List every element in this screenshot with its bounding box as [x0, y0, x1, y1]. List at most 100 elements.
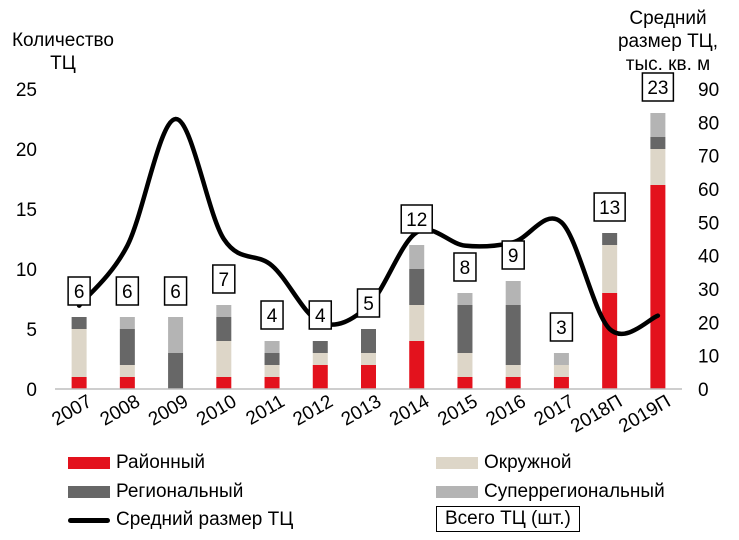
- bar-2007-series-2: [71, 317, 87, 329]
- y-tick-right-20: 20: [698, 313, 719, 334]
- total-box-2019П: [641, 72, 675, 102]
- bar-2019П-series-2: [650, 137, 666, 149]
- bar-2011-series-1: [264, 365, 280, 377]
- bar-2008-series-1: [119, 365, 135, 377]
- legend-item-superregional: Суперрегиональный: [436, 481, 665, 503]
- bar-2017-series-3: [553, 353, 569, 365]
- bar-2016-series-3: [505, 281, 521, 305]
- total-label-2011: 4: [267, 306, 278, 327]
- bar-2017-series-1: [553, 365, 569, 377]
- x-tick-2015: 2015: [434, 391, 481, 430]
- total-label-2014: 12: [406, 210, 427, 231]
- y-tick-right-30: 30: [698, 280, 719, 301]
- legend-item-avg-size: Средний размер ТЦ: [68, 509, 293, 531]
- total-label-2007: 6: [74, 282, 85, 303]
- total-label-2008: 6: [122, 282, 133, 303]
- legend-swatch-district: [68, 457, 110, 469]
- legend-label-total: Всего ТЦ (шт.): [436, 506, 580, 532]
- bar-2010-series-0: [216, 377, 232, 389]
- bar-2019П-series-0: [650, 185, 666, 389]
- total-label-2013: 5: [363, 294, 374, 315]
- y-axis-title-right: Средний размер ТЦ, тыс. кв. м: [617, 8, 719, 75]
- y-tick-left-20: 20: [16, 140, 37, 161]
- bar-2007-series-0: [71, 377, 87, 389]
- total-label-2009: 6: [170, 282, 181, 303]
- bar-2014-series-1: [409, 305, 425, 341]
- bar-2012-series-2: [312, 341, 328, 353]
- y-tick-right-0: 0: [698, 380, 709, 401]
- x-tick-2012: 2012: [290, 391, 337, 430]
- total-box-2011: [260, 300, 284, 330]
- legend-item-district: Районный: [68, 452, 205, 474]
- bar-2015-series-2: [457, 305, 473, 353]
- y-tick-right-90: 90: [698, 80, 719, 101]
- y-axis-title-left: Количество ТЦ: [11, 30, 115, 74]
- bar-2015-series-3: [457, 293, 473, 305]
- bar-2018П-series-0: [602, 293, 618, 389]
- bar-2019П-series-3: [650, 113, 666, 137]
- legend-swatch-regional: [68, 486, 110, 498]
- total-label-2018П: 13: [599, 198, 620, 219]
- y-tick-left-5: 5: [26, 320, 37, 341]
- x-tick-2016: 2016: [483, 391, 530, 430]
- total-box-2012: [308, 300, 333, 330]
- y-tick-right-80: 80: [698, 113, 719, 134]
- total-box-2018П: [593, 192, 626, 222]
- bar-2011-series-2: [264, 353, 280, 365]
- total-box-2010: [212, 264, 236, 294]
- legend-swatch-avg-size: [68, 517, 110, 523]
- bar-2016-series-2: [505, 305, 521, 365]
- y-tick-left-15: 15: [16, 200, 37, 221]
- bar-2012-series-1: [312, 353, 328, 365]
- y-tick-right-10: 10: [698, 347, 719, 368]
- x-tick-2019П: 2019П: [615, 391, 674, 437]
- total-label-2017: 3: [556, 318, 567, 339]
- bar-2009-series-3: [168, 317, 184, 353]
- x-tick-2010: 2010: [193, 391, 240, 430]
- bar-2012-series-0: [312, 365, 328, 389]
- total-label-2015: 8: [460, 258, 471, 279]
- total-label-2012: 4: [315, 306, 326, 327]
- legend-label-okruzhnoy: Окружной: [484, 452, 572, 473]
- legend-label-district: Районный: [116, 452, 206, 473]
- total-box-2009: [163, 276, 188, 306]
- total-box-2017: [549, 312, 574, 342]
- bar-2014-series-0: [409, 341, 425, 389]
- y-tick-right-70: 70: [698, 147, 719, 168]
- x-tick-2009: 2009: [145, 391, 192, 430]
- bar-2010-series-3: [216, 305, 232, 317]
- total-label-2019П: 23: [647, 78, 668, 99]
- y-tick-right-60: 60: [698, 180, 719, 201]
- bar-2018П-series-2: [602, 233, 618, 245]
- y-tick-right-50: 50: [698, 213, 719, 234]
- legend-item-okruzhnoy: Окружной: [436, 452, 572, 474]
- legend-label-avg-size: Средний размер ТЦ: [116, 509, 294, 530]
- x-tick-2014: 2014: [386, 391, 433, 431]
- bar-2011-series-0: [264, 377, 280, 389]
- total-box-2014: [400, 204, 433, 234]
- total-box-2007: [67, 276, 91, 306]
- x-tick-2013: 2013: [338, 391, 385, 430]
- x-tick-2011: 2011: [243, 391, 289, 430]
- bar-2013-series-2: [361, 329, 376, 353]
- bar-2017-series-0: [553, 377, 569, 389]
- bar-2018П-series-1: [602, 245, 618, 293]
- x-tick-2018П: 2018П: [567, 391, 626, 437]
- y-tick-left-10: 10: [16, 260, 37, 281]
- bar-2019П-series-1: [650, 149, 666, 185]
- bar-2007-series-1: [71, 329, 87, 377]
- legend-swatch-superregional: [436, 486, 478, 498]
- total-label-2016: 9: [508, 246, 519, 267]
- bar-2011-series-3: [264, 341, 280, 353]
- bar-2013-series-0: [361, 365, 376, 389]
- bar-2015-series-1: [457, 353, 473, 377]
- total-box-2015: [453, 252, 477, 282]
- bar-2013-series-1: [361, 353, 376, 365]
- bar-2016-series-1: [505, 365, 521, 377]
- total-label-2010: 7: [219, 270, 230, 291]
- bar-2014-series-2: [409, 269, 425, 305]
- x-tick-2007: 2007: [48, 391, 95, 430]
- bar-2014-series-3: [409, 245, 425, 269]
- y-tick-left-25: 25: [16, 80, 37, 101]
- y-tick-left-0: 0: [26, 380, 37, 401]
